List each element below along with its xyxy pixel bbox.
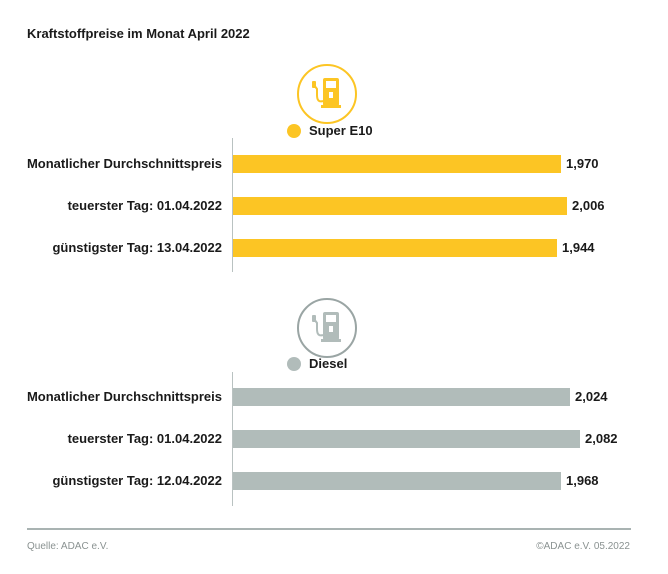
bar	[233, 472, 561, 490]
category-label: günstigster Tag: 12.04.2022	[52, 473, 222, 488]
value-label: 1,968	[566, 473, 599, 488]
legend-label: Diesel	[309, 356, 348, 371]
legend-label: Super E10	[309, 123, 373, 138]
legend-entry: Super E10	[287, 123, 373, 138]
category-label: günstigster Tag: 13.04.2022	[52, 240, 222, 255]
legend-entry: Diesel	[287, 356, 347, 371]
bar	[233, 155, 561, 173]
value-label: 2,024	[575, 389, 608, 404]
bar	[233, 239, 557, 257]
copyright-note: ©ADAC e.V. 05.2022	[536, 541, 630, 552]
legend-swatch	[287, 356, 301, 371]
fuel-pump-icon	[297, 64, 357, 124]
fuel-pump-icon	[297, 298, 357, 358]
value-label: 1,944	[562, 240, 595, 255]
value-label: 2,006	[572, 198, 605, 213]
category-label: Monatlicher Durchschnittspreis	[26, 156, 222, 171]
category-label: teuerster Tag: 01.04.2022	[67, 198, 222, 213]
bar	[233, 430, 580, 448]
value-label: 1,970	[566, 156, 599, 171]
legend-swatch	[287, 123, 301, 138]
category-label: teuerster Tag: 01.04.2022	[67, 431, 222, 446]
bar	[233, 197, 567, 215]
source-note: Quelle: ADAC e.V.	[27, 541, 109, 552]
y-axis-line	[232, 138, 233, 272]
footer-divider	[27, 528, 631, 530]
y-axis-line	[232, 372, 233, 506]
value-label: 2,082	[585, 431, 618, 446]
category-label: Monatlicher Durchschnittspreis	[26, 389, 222, 404]
chart-title: Kraftstoffpreise im Monat April 2022	[27, 26, 250, 41]
bar	[233, 388, 570, 406]
